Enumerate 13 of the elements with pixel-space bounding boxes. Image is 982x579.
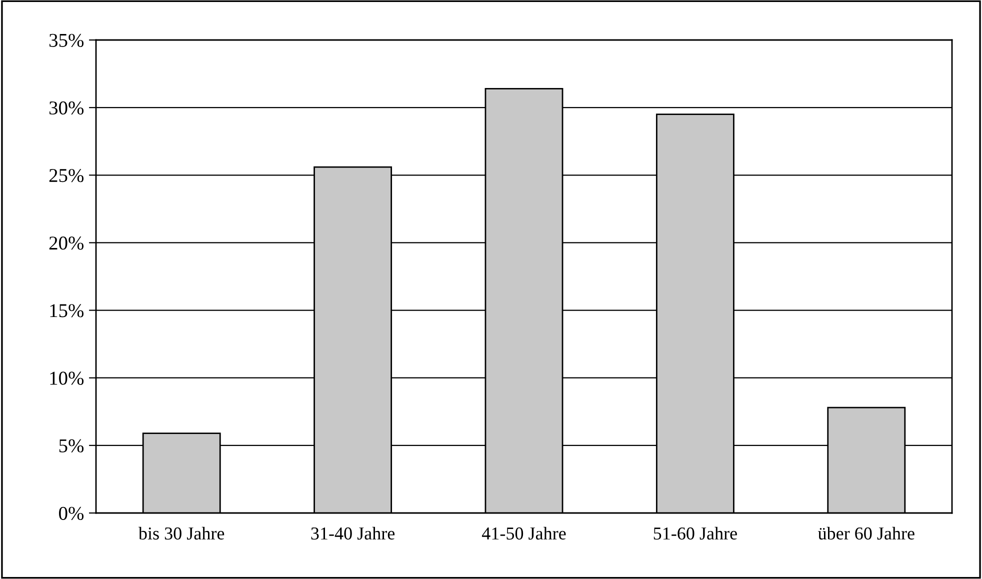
y-tick-label: 20%	[49, 236, 84, 250]
y-tick-label: 30%	[49, 101, 84, 115]
y-tick-label: 10%	[50, 372, 84, 385]
x-tick-label: über 60 Jahre	[818, 526, 914, 540]
y-tick-label: 35%	[49, 34, 84, 47]
y-tick-label: 5%	[59, 439, 84, 452]
y-tick-label: 25%	[49, 168, 84, 182]
y-tick-label: 15%	[50, 304, 84, 318]
x-tick-label: bis 30 Jahre	[138, 526, 224, 540]
y-tick-label: 0%	[59, 506, 84, 520]
x-tick-label: 31-40 Jahre	[311, 526, 395, 540]
x-tick-label: 51-60 Jahre	[654, 526, 737, 540]
x-tick-label: 41-50 Jahre	[482, 526, 566, 540]
